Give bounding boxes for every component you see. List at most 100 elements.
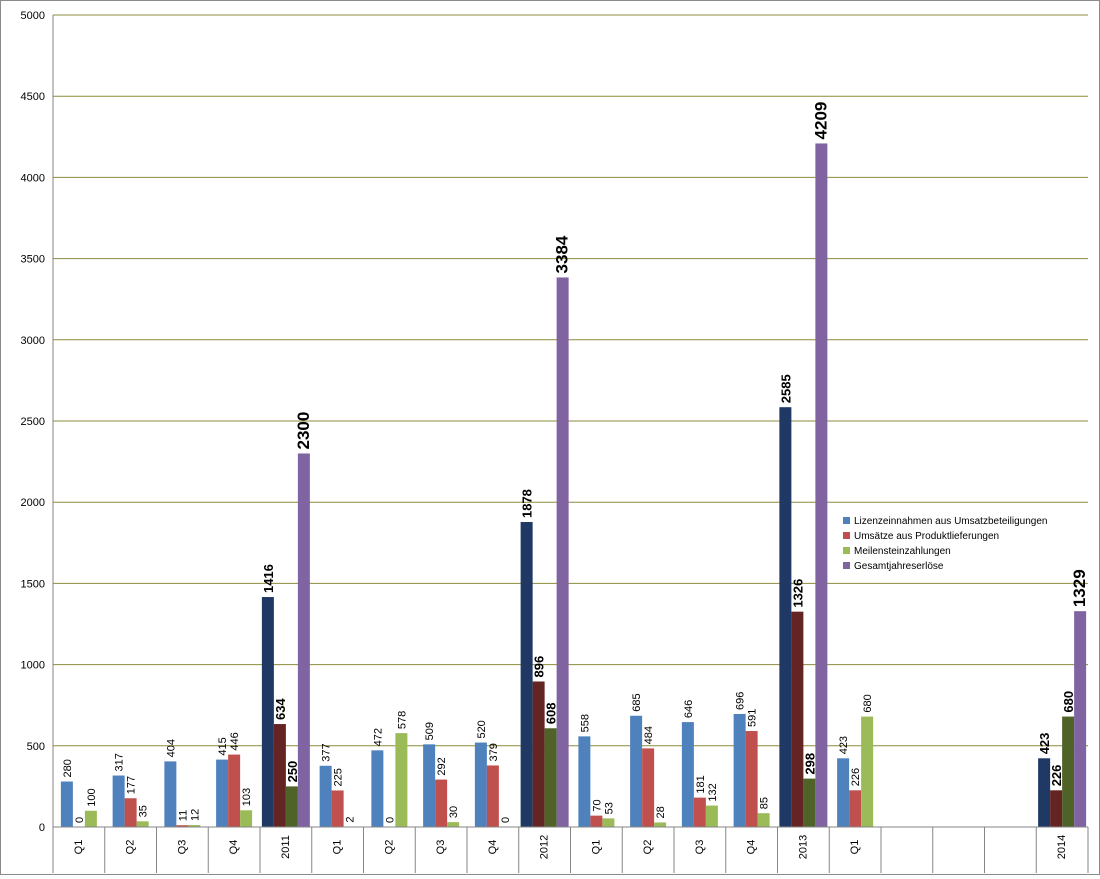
y-tick-label: 3500	[21, 254, 45, 266]
x-tick-label: Q3	[694, 840, 706, 855]
x-tick-label: Q1	[590, 840, 602, 855]
legend-swatch	[843, 547, 850, 554]
bar-produkt	[125, 798, 137, 827]
legend-label: Gesamtjahreserlöse	[854, 561, 944, 572]
data-label: 377	[321, 743, 333, 761]
bar-lizenz	[779, 407, 791, 827]
x-tick-label: 2014	[1056, 835, 1068, 859]
x-tick-label: Q3	[435, 840, 447, 855]
bar-lizenz	[734, 714, 746, 827]
data-label: 696	[735, 692, 747, 710]
x-tick-label: 2011	[280, 835, 292, 859]
data-label: 472	[372, 728, 384, 746]
x-tick-label: Q2	[642, 840, 654, 855]
x-tick-label: 2013	[797, 835, 809, 859]
bar-lizenz	[61, 782, 73, 827]
bar-lizenz	[320, 766, 332, 827]
data-label: 226	[1049, 765, 1064, 787]
data-label: 181	[695, 775, 707, 793]
y-tick-label: 5000	[21, 10, 45, 22]
legend-label: Lizenzeinnahmen aus Umsatzbeteiligungen	[854, 516, 1047, 527]
data-label: 70	[591, 799, 603, 811]
data-label: 132	[707, 783, 719, 801]
y-tick-label: 1500	[21, 578, 45, 590]
bar-lizenz	[216, 760, 228, 827]
legend-swatch	[843, 562, 850, 569]
data-label: 446	[229, 732, 241, 750]
y-tick-label: 1000	[21, 660, 45, 672]
bar-produkt	[435, 780, 447, 827]
bar-meilenstein	[602, 818, 614, 827]
data-label: 30	[448, 806, 460, 818]
bar-produkt	[1050, 790, 1062, 827]
legend-label: Meilensteinzahlungen	[854, 546, 951, 557]
bar-meilenstein	[861, 717, 873, 827]
y-tick-label: 0	[39, 822, 45, 834]
y-tick-label: 2500	[21, 416, 45, 428]
bar-meilenstein	[706, 806, 718, 827]
data-label: 4209	[811, 102, 830, 140]
bar-produkt	[849, 790, 861, 827]
data-label: 1878	[520, 489, 535, 518]
data-label: 317	[114, 753, 126, 771]
bar-lizenz	[113, 776, 125, 827]
data-label: 578	[396, 711, 408, 729]
data-label: 1329	[1070, 569, 1089, 607]
data-label: 1416	[261, 564, 276, 593]
data-label: 28	[655, 806, 667, 818]
data-label: 484	[643, 726, 655, 744]
bar-lizenz	[423, 744, 435, 827]
x-tick-label: Q4	[487, 840, 499, 855]
y-tick-label: 500	[27, 741, 45, 753]
data-label: 2300	[294, 412, 313, 450]
data-label: 2585	[778, 374, 793, 403]
data-label: 685	[631, 693, 643, 711]
data-label: 896	[532, 656, 547, 678]
bar-produkt	[642, 748, 654, 827]
data-label: 3384	[553, 235, 572, 273]
data-label: 280	[62, 759, 74, 777]
data-label: 35	[138, 805, 150, 817]
bar-lizenz	[630, 716, 642, 827]
data-label: 0	[74, 817, 86, 823]
legend-label: Umsätze aus Produktlieferungen	[854, 531, 999, 542]
bar-lizenz	[475, 743, 487, 827]
x-tick-label: Q3	[176, 840, 188, 855]
data-label: 608	[544, 703, 559, 725]
data-label: 100	[86, 788, 98, 806]
y-tick-label: 4500	[21, 91, 45, 103]
bar-gesamt	[1074, 611, 1086, 827]
bar-produkt	[694, 798, 706, 827]
bar-meilenstein	[286, 786, 298, 827]
bar-produkt	[746, 731, 758, 827]
x-tick-label: Q4	[746, 840, 758, 855]
x-tick-label: 2012	[539, 835, 551, 859]
data-label: 226	[850, 768, 862, 786]
data-label: 591	[747, 709, 759, 727]
bar-meilenstein	[803, 779, 815, 827]
bar-lizenz	[682, 722, 694, 827]
data-label: 250	[285, 761, 300, 783]
legend-swatch	[843, 517, 850, 524]
bar-gesamt	[815, 143, 827, 827]
data-label: 423	[838, 736, 850, 754]
y-tick-label: 3000	[21, 335, 45, 347]
data-label: 103	[241, 788, 253, 806]
data-label: 298	[802, 753, 817, 775]
bar-meilenstein	[447, 822, 459, 827]
bar-meilenstein	[758, 813, 770, 827]
data-label: 2	[345, 817, 357, 823]
bar-meilenstein	[654, 822, 666, 827]
data-label: 404	[165, 739, 177, 757]
bar-produkt	[791, 612, 803, 827]
data-label: 225	[333, 768, 345, 786]
x-tick-label: Q2	[125, 840, 137, 855]
bar-produkt	[332, 790, 344, 827]
bar-meilenstein	[137, 821, 149, 827]
bar-meilenstein	[395, 733, 407, 827]
data-label: 634	[273, 698, 288, 720]
bar-produkt	[228, 755, 240, 827]
data-label: 509	[424, 722, 436, 740]
x-tick-label: Q2	[383, 840, 395, 855]
